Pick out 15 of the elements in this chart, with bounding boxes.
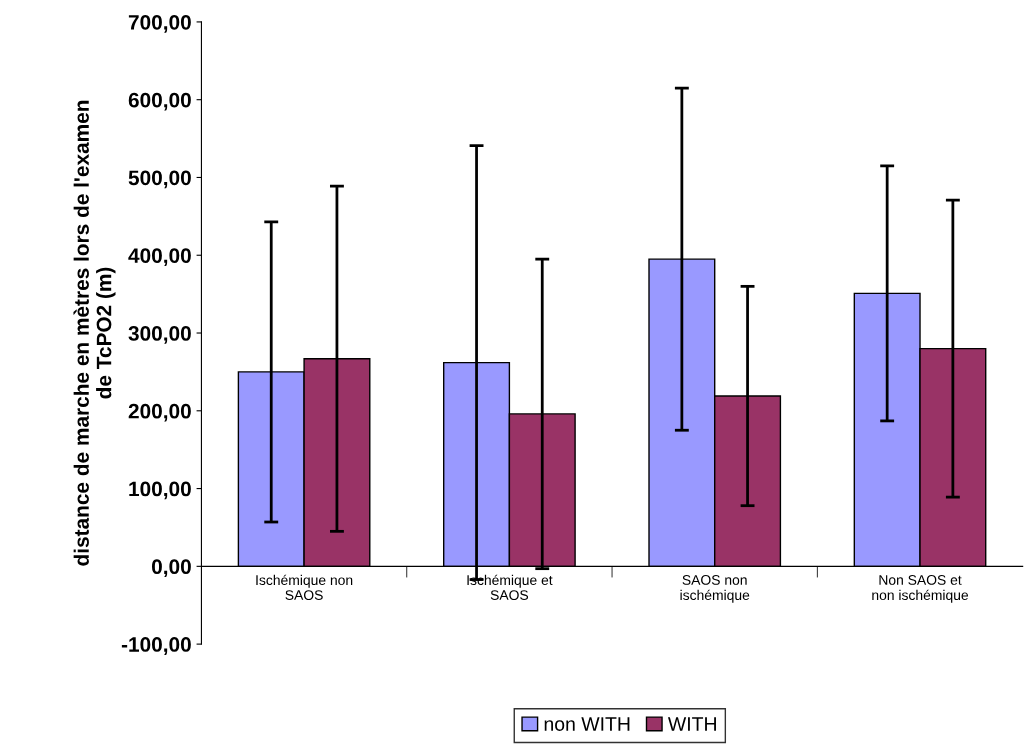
y-tick-label: 200,00 bbox=[128, 403, 191, 422]
x-tick-label: Ischémique non SAOS bbox=[256, 574, 353, 600]
y-tick-label: 500,00 bbox=[128, 170, 191, 189]
legend-label: non WITH bbox=[544, 717, 630, 731]
y-axis-title: distance de marche en mètres lors de l'examen de TcPO2 (m) bbox=[73, 100, 116, 566]
y-tick-label: 700,00 bbox=[128, 14, 191, 33]
y-tick-label: 600,00 bbox=[128, 92, 191, 111]
x-tick-label: SAOS non ischémique bbox=[680, 575, 750, 603]
x-tick-label: Non SAOS et non ischémique bbox=[872, 575, 969, 603]
y-tick-label: 100,00 bbox=[129, 481, 191, 500]
y-tick-label: -100,00 bbox=[121, 637, 191, 655]
y-tick-label: 400,00 bbox=[128, 248, 191, 267]
y-tick-label: 300,00 bbox=[128, 326, 191, 344]
y-tick-label: 0,00 bbox=[151, 559, 191, 578]
legend-label: WITH bbox=[667, 717, 716, 731]
